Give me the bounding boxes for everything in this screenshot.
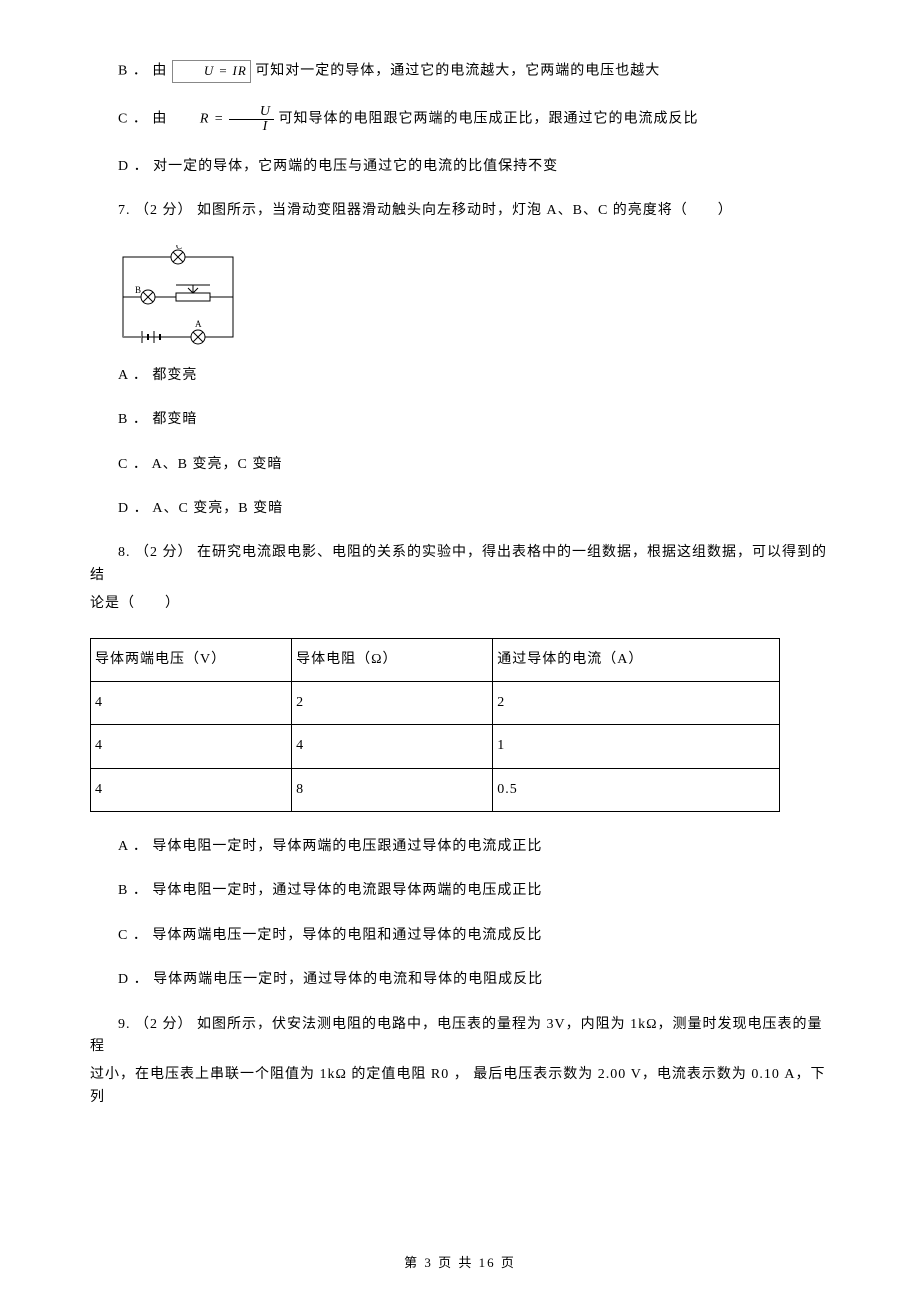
option-label: D ． xyxy=(118,159,149,174)
question-text: 如图所示，当滑动变阻器滑动触头向左移动时，灯泡 A、B、C 的亮度将（ ） xyxy=(197,203,733,218)
q7-option-b: B ． 都变暗 xyxy=(90,409,830,431)
q7-option-d: D ． A、C 变亮，B 变暗 xyxy=(90,498,830,520)
option-label: B ． xyxy=(118,64,148,79)
table-cell: 2 xyxy=(292,681,493,724)
question-9-line1: 9. （2 分） 如图所示，伏安法测电阻的电路中，电压表的量程为 3V，内阻为 … xyxy=(90,1014,830,1059)
table-row: 4 4 1 xyxy=(91,725,780,768)
q8-option-b: B ． 导体电阻一定时，通过导体的电流跟导体两端的电压成正比 xyxy=(90,880,830,902)
formula-u-ir: U = IR xyxy=(172,60,251,83)
table-cell: 4 xyxy=(91,768,292,811)
page-footer: 第 3 页 共 16 页 xyxy=(0,1253,920,1274)
bulb-a-label: A xyxy=(195,319,202,329)
table-row: 4 8 0.5 xyxy=(91,768,780,811)
option-prefix: 由 xyxy=(152,64,172,79)
question-number: 8. xyxy=(118,545,131,560)
question-8-line1: 8. （2 分） 在研究电流跟电影、电阻的关系的实验中，得出表格中的一组数据，根… xyxy=(90,542,830,587)
option-text: 对一定的导体，它两端的电压与通过它的电流的比值保持不变 xyxy=(153,159,558,174)
question-7: 7. （2 分） 如图所示，当滑动变阻器滑动触头向左移动时，灯泡 A、B、C 的… xyxy=(90,200,830,222)
question-text: 如图所示，伏安法测电阻的电路中，电压表的量程为 3V，内阻为 1kΩ，测量时发现… xyxy=(90,1017,823,1054)
prev-option-b: B ． 由 U = IR 可知对一定的导体，通过它的电流越大，它两端的电压也越大 xyxy=(90,60,830,83)
table-cell: 0.5 xyxy=(493,768,780,811)
question-points: （2 分） xyxy=(135,545,193,560)
question-text: 在研究电流跟电影、电阻的关系的实验中，得出表格中的一组数据，根据这组数据，可以得… xyxy=(90,545,827,582)
fraction: U I xyxy=(229,105,274,134)
q7-option-c: C ． A、B 变亮，C 变暗 xyxy=(90,454,830,476)
question-9-line2: 过小，在电压表上串联一个阻值为 1kΩ 的定值电阻 R0 ， 最后电压表示数为 … xyxy=(90,1064,830,1109)
table-cell: 4 xyxy=(292,725,493,768)
circuit-diagram-q7: C B A xyxy=(118,245,830,345)
q8-option-d: D ． 导体两端电压一定时，通过导体的电流和导体的电阻成反比 xyxy=(90,969,830,991)
bulb-c-label: C xyxy=(176,245,182,251)
q8-data-table: 导体两端电压（V） 导体电阻（Ω） 通过导体的电流（A） 4 2 2 4 4 1… xyxy=(90,638,780,813)
q7-option-a: A ． 都变亮 xyxy=(90,365,830,387)
table-cell: 4 xyxy=(91,725,292,768)
q8-option-c: C ． 导体两端电压一定时，导体的电阻和通过导体的电流成反比 xyxy=(90,925,830,947)
formula-r-u-i: R = U I xyxy=(172,105,274,134)
question-points: （2 分） xyxy=(135,1017,193,1032)
bulb-b-label: B xyxy=(135,285,141,295)
option-suffix: 可知导体的电阻跟它两端的电压成正比，跟通过它的电流成反比 xyxy=(278,112,698,127)
table-header: 导体电阻（Ω） xyxy=(292,638,493,681)
option-label: C ． xyxy=(118,112,148,127)
question-number: 7. xyxy=(118,203,131,218)
table-header: 通过导体的电流（A） xyxy=(493,638,780,681)
table-cell: 4 xyxy=(91,681,292,724)
question-8-line2: 论是（ ） xyxy=(90,593,830,615)
table-header-row: 导体两端电压（V） 导体电阻（Ω） 通过导体的电流（A） xyxy=(91,638,780,681)
table-cell: 1 xyxy=(493,725,780,768)
prev-option-c: C ． 由 R = U I 可知导体的电阻跟它两端的电压成正比，跟通过它的电流成… xyxy=(90,105,830,134)
table-row: 4 2 2 xyxy=(91,681,780,724)
table-cell: 8 xyxy=(292,768,493,811)
option-prefix: 由 xyxy=(152,112,172,127)
table-cell: 2 xyxy=(493,681,780,724)
table-header: 导体两端电压（V） xyxy=(91,638,292,681)
question-points: （2 分） xyxy=(135,203,193,218)
prev-option-d: D ． 对一定的导体，它两端的电压与通过它的电流的比值保持不变 xyxy=(90,156,830,178)
q8-option-a: A ． 导体电阻一定时，导体两端的电压跟通过导体的电流成正比 xyxy=(90,836,830,858)
option-suffix: 可知对一定的导体，通过它的电流越大，它两端的电压也越大 xyxy=(255,64,660,79)
question-number: 9. xyxy=(118,1017,131,1032)
